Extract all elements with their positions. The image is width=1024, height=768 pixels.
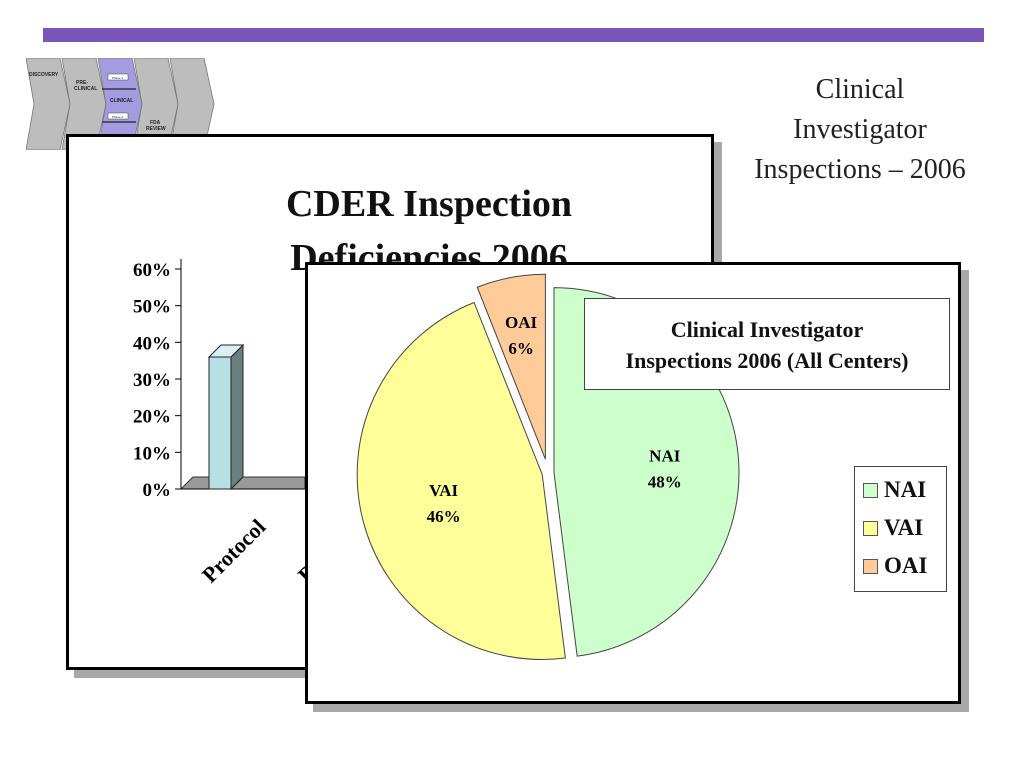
slide-title: Clinical Investigator Inspections – 2006: [730, 70, 990, 190]
y-tick-label: 0%: [143, 480, 172, 501]
slide-title-line-3: Inspections – 2006: [754, 154, 966, 185]
stage-label-fda-l2: REVIEW: [146, 126, 166, 132]
pie-label-vai: VAI: [429, 481, 458, 500]
pie-chart-title-line-1: Clinical Investigator: [670, 317, 864, 342]
y-tick-label: 20%: [133, 407, 171, 428]
bar-side: [230, 343, 244, 491]
pie-value-nai: 48%: [648, 473, 682, 492]
pie-chart-card: NAI 48% VAI 46% OAI 6% Clinical Investigator …: [305, 262, 961, 704]
slide-title-line-1: Clinical: [815, 74, 905, 105]
stage-label-preclinical-l2: CLINICAL: [74, 86, 97, 92]
process-arrow-diagram: DISCOVERY PRE- CLINICAL CLINICAL FDA REV…: [26, 58, 215, 150]
pie-label-oai: OAI: [505, 313, 538, 332]
stage-label-fda-l1: FDA: [150, 120, 161, 126]
legend-swatch: [863, 520, 878, 536]
pie-chart-title: Clinical Investigator Inspections 2006 (…: [584, 298, 950, 390]
stage-arrow-fda-review: [133, 58, 179, 150]
pie-chart-title-line-2: Inspections 2006 (All Centers): [625, 348, 909, 373]
pie-value-vai: 46%: [427, 507, 461, 526]
legend-swatch: [863, 558, 878, 574]
legend-item-vai: VAI: [863, 513, 923, 543]
legend-label: VAI: [884, 515, 924, 540]
legend-label: NAI: [884, 477, 927, 502]
pie-slice-oai: [476, 273, 546, 460]
y-tick-label: 40%: [133, 333, 171, 354]
stage-arrow-discovery: [26, 58, 71, 150]
pie-slice-vai: [356, 301, 566, 660]
stage-label-clinical: CLINICAL: [110, 98, 133, 104]
legend-label: OAI: [884, 553, 928, 578]
pie-legend: NAI VAI OAI: [854, 466, 947, 592]
phase-label-1: Phase 1: [112, 76, 123, 80]
phase-label-2: Phase 2: [112, 115, 123, 119]
stage-label-discovery: DISCOVERY: [29, 72, 59, 78]
y-tick-label: 60%: [133, 260, 171, 281]
y-tick-label: 10%: [133, 443, 171, 464]
top-accent-bar: [43, 28, 984, 42]
slide-title-line-2: Investigator: [793, 114, 927, 145]
pie-label-nai: NAI: [649, 447, 681, 466]
bar-chart-title-line-1: CDER Inspection: [285, 183, 573, 225]
x-tick-label: Protocol: [197, 514, 271, 588]
legend-item-oai: OAI: [863, 551, 927, 581]
stage-label-preclinical: PRE- CLINICAL: [74, 80, 97, 92]
stage-label-preclinical-l1: PRE-: [76, 80, 88, 86]
y-tick-label: 30%: [133, 370, 171, 391]
stage-label-fda-review: FDA REVIEW: [146, 120, 166, 132]
stage-arrow-preclinical: [61, 58, 107, 150]
y-tick-label: 50%: [133, 297, 171, 318]
bar-protocol: [208, 356, 232, 490]
drug-development-process-logo: DISCOVERY PRE- CLINICAL CLINICAL FDA REV…: [26, 58, 216, 150]
bar-top: [207, 344, 245, 358]
pie-value-oai: 6%: [508, 339, 534, 358]
stage-arrow-clinical: [97, 58, 143, 150]
legend-item-nai: NAI: [863, 475, 926, 505]
stage-arrow-xfer: [169, 58, 215, 150]
legend-swatch: [863, 482, 878, 498]
